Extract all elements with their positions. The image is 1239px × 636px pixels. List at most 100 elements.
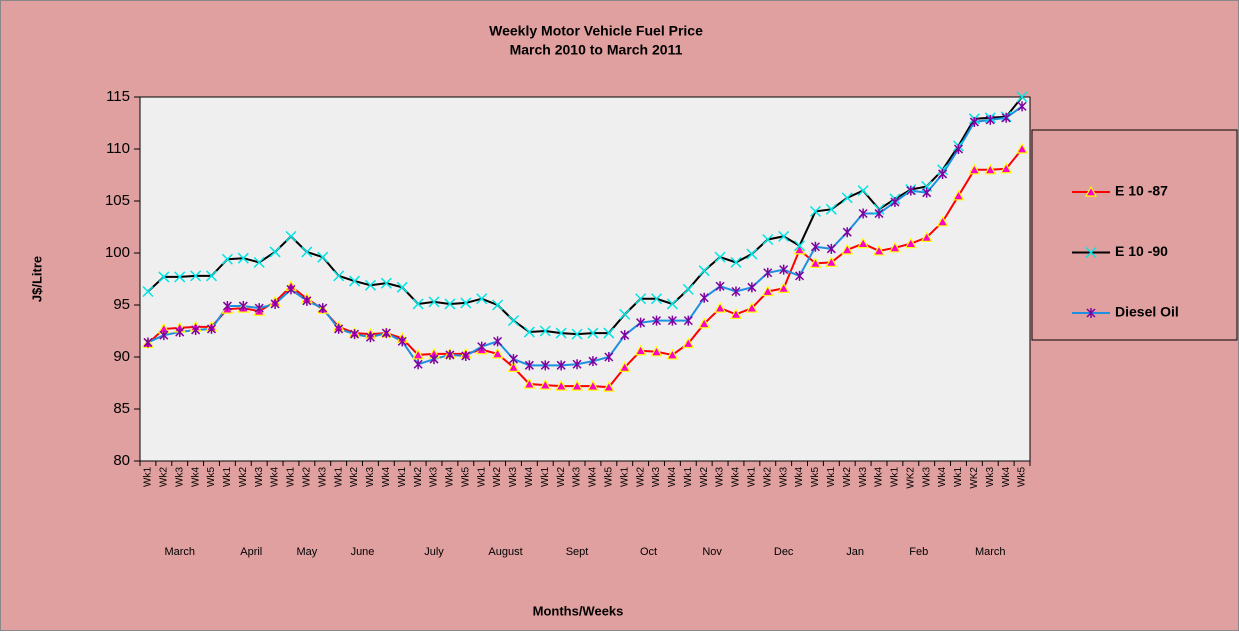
data-point (747, 282, 757, 293)
data-point (984, 163, 997, 175)
x-tick-label: Wk4 (381, 467, 392, 487)
y-axis-title: J$/Litre (29, 256, 44, 302)
data-point (477, 341, 487, 352)
data-point (1016, 91, 1028, 103)
x-tick-label: Wk4 (731, 467, 742, 487)
data-point (825, 256, 838, 267)
data-point (603, 327, 615, 339)
x-tick-label: Wk3 (651, 467, 662, 487)
data-point (714, 251, 726, 263)
x-tick-label: Wk5 (810, 467, 821, 487)
data-point (809, 205, 821, 217)
month-label: May (296, 546, 317, 558)
x-tick-label: Wk4 (937, 467, 948, 487)
data-point (349, 275, 361, 287)
y-tick-label: 85 (113, 400, 130, 417)
y-tick-label: 90 (113, 348, 130, 365)
data-point (969, 116, 979, 127)
month-label: March (975, 546, 1006, 558)
data-point (1000, 162, 1013, 174)
legend-marker (1086, 308, 1096, 318)
x-tick-label: Wk2 (238, 467, 249, 487)
data-point (682, 283, 694, 295)
data-point (556, 360, 566, 371)
data-point (461, 350, 471, 361)
data-point (841, 243, 854, 255)
x-tick-label: Wk1 (747, 467, 758, 487)
x-tick-label: Wk3 (317, 467, 328, 487)
x-tick-label: Wk1 (143, 467, 154, 487)
data-point (666, 348, 679, 360)
data-point (651, 315, 662, 326)
data-point (779, 264, 789, 275)
data-point (922, 187, 932, 198)
x-tick-label: Wk1 (683, 467, 694, 487)
data-point (1001, 112, 1011, 123)
data-point (412, 298, 424, 310)
x-tick-label: Wk2 (349, 467, 360, 487)
data-point (729, 308, 743, 319)
month-label: Dec (774, 546, 794, 558)
x-tick-label: Wk3 (429, 467, 440, 487)
data-point (413, 359, 423, 370)
data-point (492, 299, 504, 311)
x-tick-label: Wk2 (413, 467, 424, 487)
x-tick-label: Wk1 (397, 467, 408, 487)
data-point (301, 246, 313, 258)
data-point (683, 315, 693, 326)
data-point (491, 347, 504, 359)
data-point (396, 281, 408, 293)
x-tick-label: Wk5 (1017, 467, 1028, 487)
data-point (952, 189, 965, 201)
x-tick-label: Wk2 (556, 467, 567, 487)
data-point (620, 330, 630, 341)
data-point (428, 296, 440, 308)
data-point (731, 286, 741, 297)
x-tick-label: Wk4 (1001, 467, 1012, 487)
data-point (190, 270, 202, 282)
data-point (858, 208, 868, 219)
data-point (523, 377, 536, 389)
data-point (380, 277, 392, 289)
y-tick-label: 95 (113, 296, 130, 313)
x-tick-label: WK2 (905, 467, 916, 489)
data-point (761, 285, 774, 297)
data-point (460, 297, 472, 309)
data-point (318, 303, 328, 314)
data-point (841, 192, 853, 204)
x-tick-label: Wk3 (174, 467, 185, 487)
data-point (205, 270, 218, 282)
data-point (857, 185, 869, 197)
data-point (508, 354, 519, 365)
data-point (523, 326, 535, 338)
x-tick-label: Wk2 (158, 467, 169, 487)
chart-title: Weekly Motor Vehicle Fuel Price (489, 23, 703, 39)
x-tick-label: Wk1 (619, 467, 630, 487)
month-label: Jan (846, 546, 864, 558)
x-tick-label: Wk3 (858, 467, 869, 487)
data-point (1016, 142, 1029, 154)
data-point (602, 380, 615, 392)
x-tick-label: Wk2 (699, 467, 710, 487)
data-point (730, 256, 742, 268)
data-point (810, 241, 820, 252)
x-tick-label: Wk2 (635, 467, 646, 487)
data-point (938, 168, 948, 179)
x-tick-label: Wk1 (890, 467, 901, 487)
data-point (636, 317, 646, 328)
x-tick-label: Wk2 (842, 467, 853, 487)
x-tick-label: Wk3 (985, 467, 996, 487)
data-point (763, 267, 773, 278)
data-point (333, 270, 345, 282)
data-point (540, 360, 550, 371)
month-label: August (488, 546, 522, 558)
data-point (985, 114, 995, 125)
data-point (634, 344, 647, 356)
x-tick-label: Wk4 (874, 467, 885, 487)
data-point (842, 227, 852, 238)
x-tick-label: Wk1 (540, 467, 551, 487)
x-tick-label: Wk3 (572, 467, 583, 487)
data-point (890, 197, 900, 208)
x-tick-label: Wk2 (302, 467, 313, 487)
